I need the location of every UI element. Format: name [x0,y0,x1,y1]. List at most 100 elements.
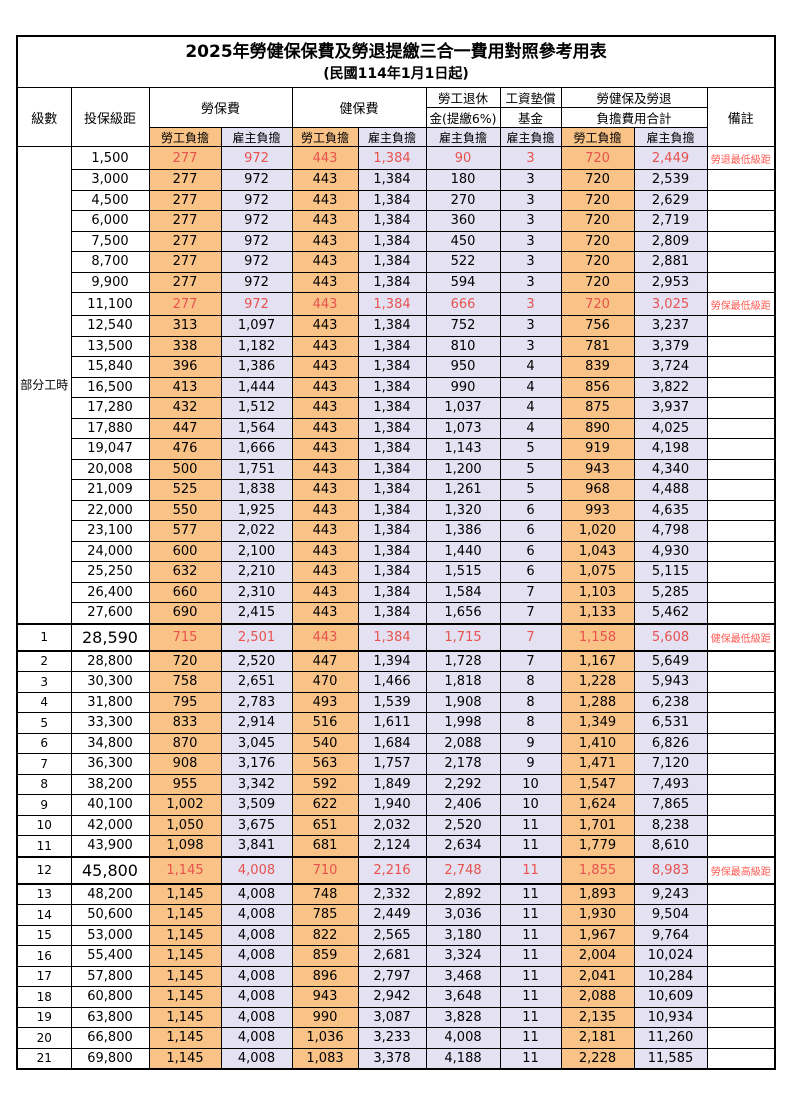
total-employee-cell: 720 [560,169,635,191]
total-employee-cell: 720 [560,210,635,232]
health-employer-cell: 1,940 [357,794,427,816]
total-employer-cell: 3,237 [633,315,708,337]
note-cell [706,271,776,293]
level-cell: 9 [16,794,72,816]
level-cell: 8 [16,773,72,795]
labor-employer-cell: 972 [220,189,293,211]
bracket-cell: 63,800 [70,1006,150,1028]
health-employer-cell: 1,384 [357,271,427,293]
health-employer-cell: 2,942 [357,986,427,1008]
labor-employee-cell: 795 [148,691,222,713]
note-cell [706,335,776,357]
health-employee-cell: 443 [291,438,359,460]
labor-employer-cell: 972 [220,146,293,170]
labor-employee-cell: 577 [148,520,222,542]
note-cell [706,251,776,273]
labor-employee-cell: 1,145 [148,1027,222,1049]
table-row: 12,540 313 1,097 443 1,384 752 3 756 3,237 [17,315,776,337]
level-cell: 3 [16,671,72,693]
total-employer-cell: 5,115 [633,561,708,583]
bracket-cell: 22,000 [70,499,150,521]
labor-employee-cell: 500 [148,458,222,480]
labor-employer-cell: 1,564 [220,417,293,439]
health-employer-cell: 1,757 [357,753,427,775]
labor-employee-cell: 277 [148,146,222,170]
labor-employer-cell: 2,501 [220,622,293,652]
total-employer-cell: 10,284 [633,965,708,987]
note-cell [706,904,776,926]
note-cell [706,732,776,754]
health-employer-cell: 3,233 [357,1027,427,1049]
labor-employer-cell: 1,838 [220,479,293,501]
note-cell [706,814,776,836]
labor-employee-cell: 720 [148,650,222,672]
table-row: 2 28,800 720 2,520 447 1,394 1,728 7 1,167 5,649 [16,650,776,672]
pension-cell: 4,008 [425,1027,501,1049]
total-employee-cell: 1,075 [560,561,635,583]
level-cell: 19 [16,1006,72,1028]
page-title: 2025年勞健保保費及勞退提繳三合一費用對照參考用表 [185,42,607,62]
pension-cell: 3,036 [425,904,501,926]
wage-fund-cell: 7 [499,581,562,603]
labor-employee-cell: 277 [148,230,222,252]
pension-cell: 1,998 [425,712,501,734]
health-employer-cell: 1,384 [357,581,427,603]
total-employee-cell: 1,103 [560,581,635,603]
note-cell [706,986,776,1008]
bracket-cell: 55,400 [70,945,150,967]
wage-fund-cell: 9 [499,732,562,754]
total-employee-cell: 2,228 [560,1047,635,1070]
bracket-cell: 4,500 [70,189,150,211]
labor-employer-cell: 2,100 [220,540,293,562]
pension-cell: 1,515 [425,561,501,583]
header-row-1: 級數 投保級距 勞保費 健保費 勞工退休 工資墊償 勞健保及勞退 備註 [16,87,776,147]
table-row: 17,880 447 1,564 443 1,384 1,073 4 890 4,025 [17,417,776,439]
bracket-cell: 21,009 [70,479,150,501]
health-employee-cell: 822 [291,924,359,946]
labor-employee-cell: 1,145 [148,904,222,926]
total-employee-cell: 1,624 [560,794,635,816]
total-employer-cell: 11,260 [633,1027,708,1049]
health-employer-cell: 1,384 [357,356,427,378]
total-employee-cell: 1,893 [560,883,635,905]
note-cell [706,397,776,419]
bracket-cell: 60,800 [70,986,150,1008]
labor-employer-cell: 3,045 [220,732,293,754]
total-employee-cell: 1,930 [560,904,635,926]
wage-fund-cell: 6 [499,499,562,521]
bracket-cell: 8,700 [70,251,150,273]
level-cell: 20 [16,1027,72,1049]
level-cell: 2 [16,650,72,672]
table-row: 25,250 632 2,210 443 1,384 1,515 6 1,075 5,115 [17,561,776,583]
bracket-cell: 48,200 [70,883,150,905]
total-employee-cell: 993 [560,499,635,521]
labor-employer-cell: 1,666 [220,438,293,460]
bracket-cell: 12,540 [70,315,150,337]
health-employer-cell: 1,384 [357,622,427,652]
bracket-cell: 31,800 [70,691,150,713]
total-employee-cell: 943 [560,458,635,480]
labor-employer-cell: 4,008 [220,1047,293,1070]
health-employee-cell: 785 [291,904,359,926]
health-employee-cell: 443 [291,417,359,439]
total-employee-cell: 968 [560,479,635,501]
note-cell [706,376,776,398]
bracket-cell: 33,300 [70,712,150,734]
header-row-2: 金(提繳6%) 基金 負擔費用合計 [17,107,775,128]
total-employee-cell: 1,043 [560,540,635,562]
health-employee-cell: 443 [291,251,359,273]
health-employee-cell: 447 [291,650,359,672]
labor-employee-cell: 396 [148,356,222,378]
pension-cell: 1,073 [425,417,501,439]
table-row: 16 55,400 1,145 4,008 859 2,681 3,324 11 2,004 10… [16,945,776,967]
wage-fund-cell: 10 [499,773,562,795]
table-row: 1 28,590 715 2,501 443 1,384 1,715 7 1,158 5,608 健… [16,622,776,652]
pension-cell: 594 [425,271,501,293]
subheader-total-employee: 勞工負擔 [560,127,635,147]
total-employee-cell: 720 [560,189,635,211]
total-employer-cell: 5,462 [633,602,708,624]
health-employer-cell: 1,849 [357,773,427,795]
labor-employer-cell: 3,675 [220,814,293,836]
labor-employee-cell: 955 [148,773,222,795]
table-row: 10 42,000 1,050 3,675 651 2,032 2,520 11 1,701 8,… [16,814,776,836]
